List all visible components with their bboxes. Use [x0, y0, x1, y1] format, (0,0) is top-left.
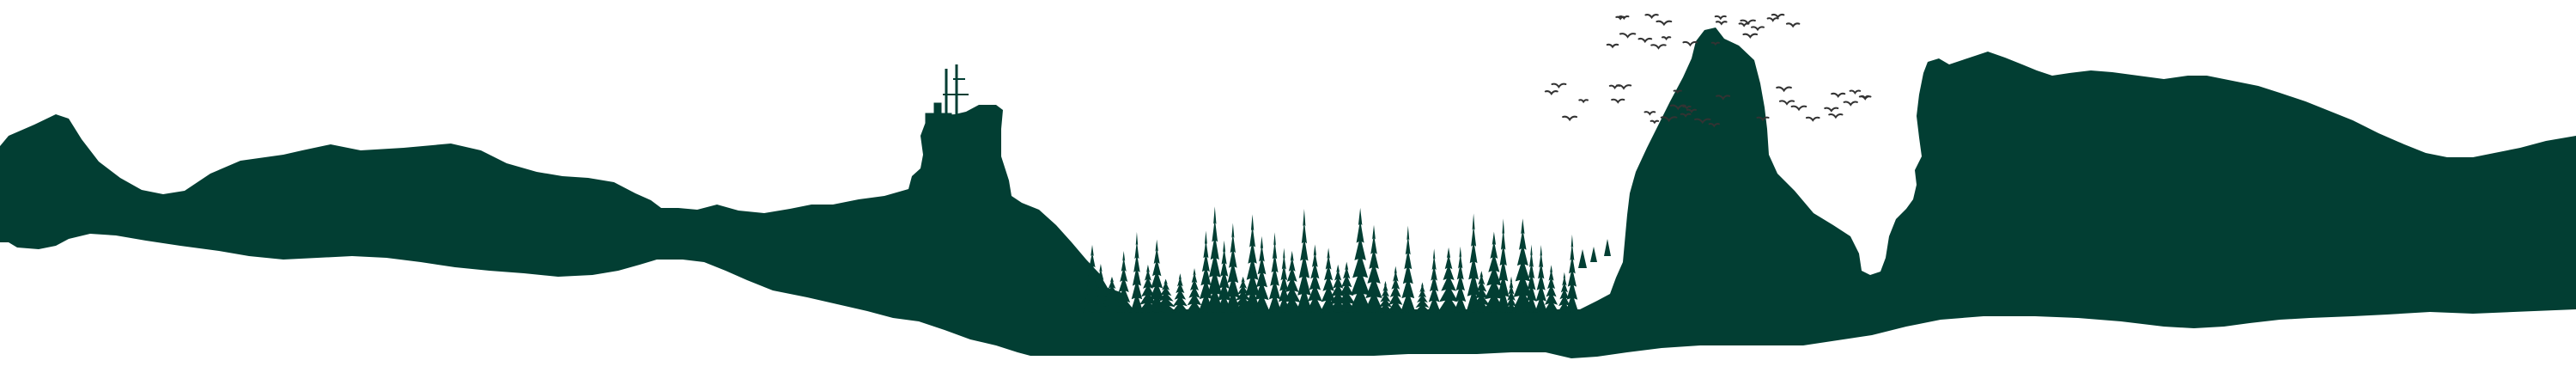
mountain-range — [0, 27, 2576, 358]
bird — [1644, 14, 1659, 20]
bird — [1771, 13, 1785, 19]
bird — [1562, 115, 1578, 122]
pine-tree — [1320, 247, 1338, 313]
bird — [1551, 82, 1567, 89]
pine-tree — [1171, 273, 1189, 313]
bird — [1740, 19, 1756, 26]
pine-tree — [1377, 280, 1394, 313]
bird — [1650, 44, 1667, 50]
bird — [1708, 123, 1720, 128]
pine-tree — [1364, 224, 1384, 313]
bird — [1805, 116, 1820, 122]
pine-tree — [1115, 251, 1132, 313]
pine-tree — [1565, 234, 1579, 313]
pine-tree — [1387, 266, 1405, 313]
bird — [1843, 101, 1858, 107]
bird — [1606, 43, 1619, 49]
pine-tree — [1400, 225, 1416, 313]
bird — [1831, 92, 1846, 99]
bird — [1544, 90, 1558, 96]
pine-tree — [1296, 209, 1313, 313]
pine-tree — [1224, 223, 1242, 313]
bird — [1828, 113, 1844, 119]
bird — [1682, 105, 1692, 110]
pine-tree — [1437, 247, 1461, 313]
pine-tree — [1335, 261, 1358, 313]
bird — [1669, 104, 1686, 111]
pine-tree — [1427, 248, 1441, 313]
bird — [1661, 36, 1672, 41]
pine-tree — [1138, 264, 1158, 313]
pine-tree — [1100, 276, 1124, 313]
pine-tree — [1154, 278, 1178, 313]
bird — [1756, 116, 1770, 122]
rock-spire — [1578, 239, 1611, 268]
pine-tree — [1243, 214, 1261, 313]
bird — [1716, 95, 1731, 101]
pine-tree — [1471, 271, 1492, 313]
bird — [1751, 26, 1765, 32]
pine-tree — [1525, 244, 1538, 313]
bird — [1643, 111, 1656, 116]
pine-tree — [1306, 244, 1324, 313]
bird — [1742, 33, 1759, 39]
bird — [1619, 15, 1630, 21]
bird — [1656, 20, 1673, 27]
bird — [1682, 40, 1698, 47]
bird — [1619, 33, 1637, 39]
bird — [1680, 113, 1692, 118]
pine-tree — [1466, 213, 1481, 313]
pine-tree — [1453, 246, 1467, 313]
bird — [1714, 15, 1727, 21]
pine-forest — [1083, 206, 1579, 313]
bird — [1790, 105, 1807, 112]
bird — [1637, 37, 1653, 44]
bird — [1766, 17, 1779, 22]
pine-tree — [1504, 276, 1518, 313]
bird — [1858, 95, 1872, 101]
bird-flock — [1544, 13, 1872, 128]
pine-tree — [1496, 218, 1510, 313]
pine-tree — [1281, 250, 1303, 313]
bird — [1649, 119, 1660, 125]
bird — [1824, 107, 1839, 113]
bird — [1694, 118, 1711, 125]
pine-tree — [1130, 231, 1144, 313]
bird — [1660, 116, 1678, 123]
bird — [1776, 86, 1792, 93]
bird — [1710, 41, 1720, 46]
pine-tree — [1413, 282, 1431, 313]
tower-rock — [925, 64, 969, 130]
bird — [1608, 84, 1621, 90]
pine-tree — [1534, 245, 1548, 313]
bird — [1785, 22, 1801, 28]
pine-tree — [1186, 267, 1203, 313]
bird — [1715, 21, 1728, 26]
pine-tree — [1557, 272, 1571, 313]
pine-tree — [1253, 235, 1271, 313]
bird — [1611, 98, 1625, 104]
pine-tree — [1543, 265, 1559, 313]
bird — [1778, 100, 1795, 106]
bird — [1578, 99, 1589, 104]
bird — [1673, 89, 1682, 95]
bird — [1686, 108, 1697, 113]
pine-tree — [1206, 206, 1224, 313]
bird — [1849, 89, 1862, 95]
pine-tree — [1267, 232, 1282, 313]
pine-tree — [1348, 207, 1372, 313]
